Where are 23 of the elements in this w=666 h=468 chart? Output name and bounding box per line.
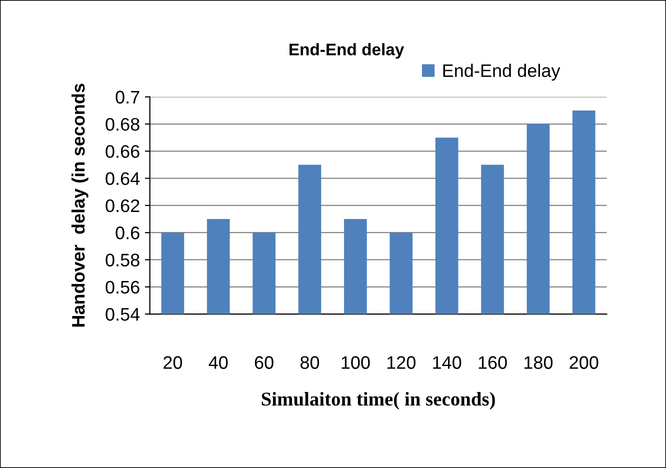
y-tick-label: 0.66 bbox=[106, 145, 140, 158]
x-tick-label: 180 bbox=[524, 356, 553, 369]
y-tick-label: 0.68 bbox=[106, 118, 140, 131]
y-tick-label: 0.62 bbox=[106, 199, 140, 212]
y-tick-label: 0.58 bbox=[106, 254, 140, 266]
y-tick-label: 0.7 bbox=[116, 90, 140, 104]
x-tick-label: 40 bbox=[208, 356, 228, 369]
chart-title: End-End delay bbox=[290, 43, 404, 59]
y-axis-title: Handover delay (in seconds bbox=[71, 84, 88, 327]
y-tick-label: 0.64 bbox=[106, 172, 140, 186]
y-tick-label: 0.54 bbox=[106, 308, 140, 321]
x-tick-label: 200 bbox=[570, 356, 598, 369]
y-tick-label: 0.56 bbox=[106, 280, 140, 294]
x-tick-label: 100 bbox=[342, 356, 370, 369]
x-tick-label: 80 bbox=[300, 356, 320, 369]
x-axis-title: Simulaiton time( in seconds) bbox=[262, 392, 495, 410]
x-tick-label: 160 bbox=[478, 356, 507, 369]
y-tick-label: 0.6 bbox=[116, 226, 140, 240]
x-tick-label: 60 bbox=[254, 356, 274, 369]
legend-label: End-End delay bbox=[443, 64, 560, 81]
x-tick-label: 120 bbox=[387, 356, 416, 369]
x-tick-label: 140 bbox=[433, 356, 462, 369]
x-tick-label: 20 bbox=[164, 356, 182, 369]
